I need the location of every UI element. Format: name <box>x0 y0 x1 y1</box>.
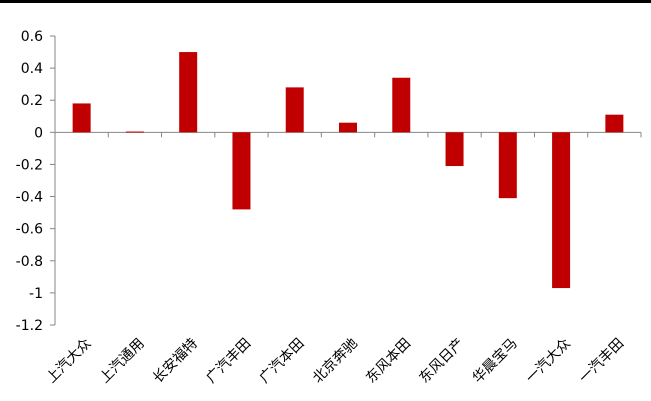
x-tick-label: 上汽通用 <box>97 336 148 387</box>
bars <box>72 52 624 289</box>
x-tick-labels: 上汽大众 上汽通用 长安福特 广汽丰田 广汽本田 北京奔驰 东风本田 东风日产 华晨宝马 一汽大众… <box>44 336 628 387</box>
x-tick-label: 华晨宝马 <box>470 336 521 387</box>
bar-4 <box>285 87 304 133</box>
bar-2 <box>179 52 198 133</box>
y-axis: 0.6 0.4 0.2 0 -0.2 -0.4 -0.6 -0.8 -1 -1.2 <box>16 29 56 334</box>
x-tick-label: 东风本田 <box>363 336 414 387</box>
x-tick-label: 长安福特 <box>150 336 201 387</box>
bar-5 <box>339 122 357 133</box>
y-tick-label: -1 <box>29 286 43 302</box>
y-tick-label: -0.4 <box>16 190 43 206</box>
x-tick-label: 广汽丰田 <box>203 336 254 387</box>
x-tick-label: 北京奔驰 <box>310 336 361 387</box>
y-tick-label: -1.2 <box>16 318 43 334</box>
top-rule <box>0 0 651 3</box>
y-tick-label: 0 <box>34 125 43 141</box>
y-tick-label: -0.8 <box>16 254 43 270</box>
y-tick-label: -0.6 <box>16 222 43 238</box>
bar-0 <box>72 103 91 133</box>
y-tick-label: -0.2 <box>16 157 43 173</box>
bar-9 <box>552 132 571 289</box>
bar-1 <box>125 131 144 133</box>
bar-7 <box>445 132 464 167</box>
x-tick-label: 一汽大众 <box>523 336 574 387</box>
y-tick-label: 0.2 <box>21 93 43 109</box>
y-tick-label: 0.6 <box>21 29 43 45</box>
bar-8 <box>498 132 517 199</box>
y-tick-label: 0.4 <box>21 61 43 77</box>
x-tick-label: 东风日产 <box>416 336 467 387</box>
x-tick-label: 上汽大众 <box>44 336 95 387</box>
bar-6 <box>392 77 411 133</box>
bar-10 <box>605 114 624 133</box>
x-tick-label: 一汽丰田 <box>576 336 627 387</box>
x-tick-label: 广汽本田 <box>257 336 308 387</box>
bar-3 <box>232 132 251 210</box>
